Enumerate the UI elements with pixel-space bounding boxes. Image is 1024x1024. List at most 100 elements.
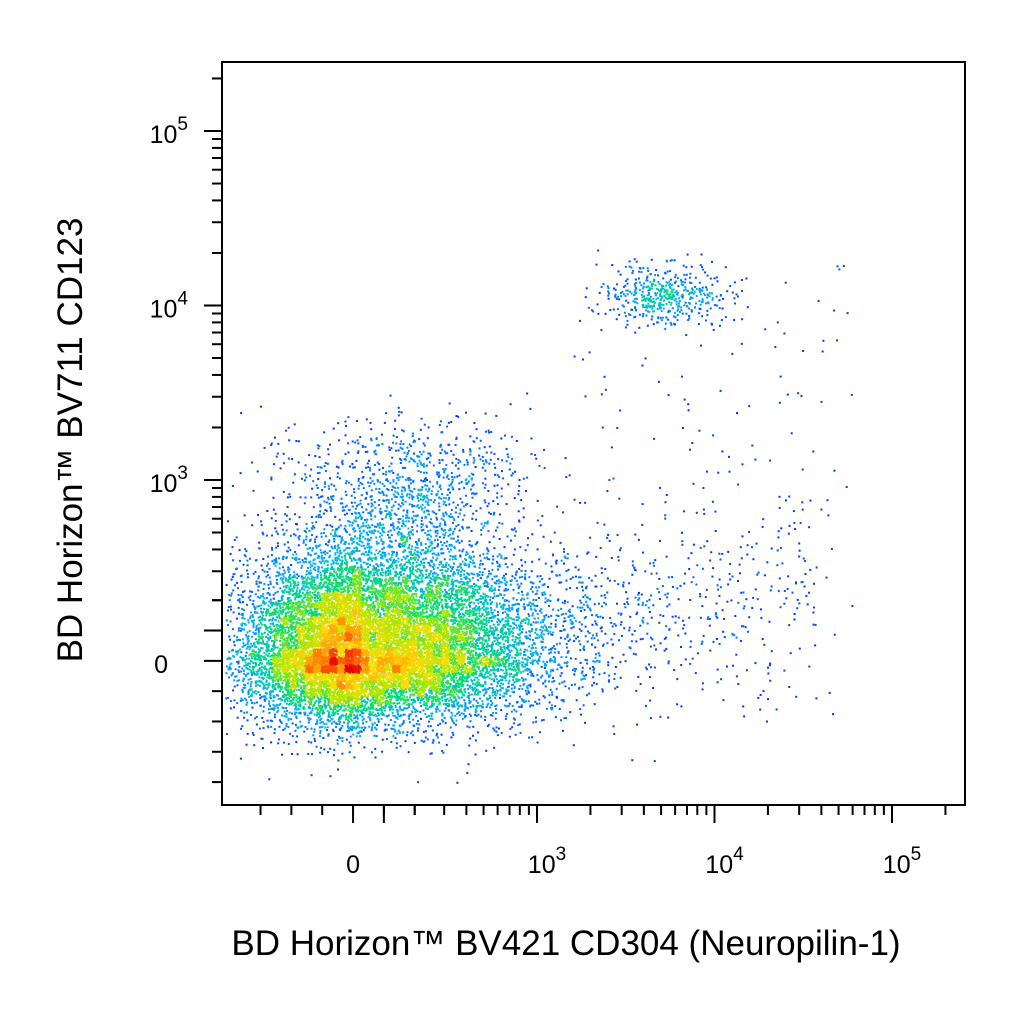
event-point [350, 725, 353, 728]
event-point [272, 622, 274, 625]
event-point [495, 580, 498, 582]
event-point [320, 696, 323, 699]
event-point [328, 580, 331, 583]
event-point [299, 650, 302, 653]
event-point [470, 664, 473, 667]
event-point [415, 561, 418, 564]
event-point [441, 685, 444, 688]
event-point [270, 741, 273, 744]
event-point [289, 732, 291, 735]
event-point [376, 603, 379, 606]
event-point [495, 689, 498, 692]
event-point [324, 553, 327, 556]
event-point [303, 601, 306, 604]
event-point [390, 741, 393, 743]
event-point [412, 627, 415, 630]
event-point [442, 645, 445, 647]
event-point [384, 635, 387, 638]
event-point [292, 644, 295, 647]
event-point [373, 587, 376, 590]
event-point [235, 653, 238, 656]
event-point [243, 711, 246, 714]
event-point [254, 682, 257, 685]
event-point [265, 534, 268, 537]
event-point [449, 659, 452, 662]
event-point [322, 683, 325, 686]
event-point [575, 699, 578, 702]
event-point [230, 594, 233, 597]
event-point [489, 706, 492, 709]
event-point [261, 642, 264, 645]
event-point [535, 720, 538, 723]
event-point [550, 565, 553, 568]
event-point [272, 634, 275, 637]
event-point [390, 626, 393, 629]
event-point [481, 637, 484, 640]
event-point [475, 705, 478, 708]
event-point [304, 686, 307, 689]
event-point [293, 641, 296, 644]
event-point [495, 643, 498, 646]
event-point [415, 655, 418, 658]
event-point [424, 557, 427, 560]
event-point [417, 672, 420, 675]
event-point [655, 572, 658, 575]
event-point [263, 655, 266, 658]
event-point [436, 614, 439, 617]
event-point [295, 688, 298, 691]
event-point [312, 666, 315, 669]
event-point [558, 708, 561, 710]
event-point [396, 627, 399, 630]
event-point [452, 696, 455, 699]
event-point [568, 687, 570, 690]
event-point [354, 565, 357, 568]
event-point [433, 576, 436, 579]
event-point [268, 612, 271, 615]
event-point [319, 751, 322, 754]
event-point [486, 675, 489, 678]
event-point [307, 576, 310, 579]
event-point [458, 689, 460, 692]
event-point [445, 681, 447, 684]
event-point [597, 652, 600, 655]
event-point [345, 682, 347, 685]
event-point [403, 606, 406, 609]
event-point [344, 689, 347, 692]
event-point [268, 712, 271, 714]
event-point [273, 704, 276, 707]
event-point [344, 702, 347, 704]
event-point [391, 686, 394, 689]
event-point [294, 551, 297, 553]
event-point [535, 592, 538, 595]
event-point [319, 704, 322, 707]
event-point [271, 631, 274, 634]
event-point [284, 629, 287, 631]
event-point [266, 510, 269, 512]
event-point [383, 612, 386, 615]
event-point [504, 639, 507, 642]
event-point [462, 581, 465, 584]
event-point [317, 696, 320, 699]
event-point [356, 726, 359, 729]
event-point [328, 645, 331, 648]
event-point [238, 679, 241, 682]
event-point [454, 699, 457, 702]
event-point [533, 617, 536, 620]
event-point [471, 559, 474, 562]
event-point [285, 688, 288, 691]
event-point [363, 568, 366, 571]
event-point [390, 540, 393, 543]
event-point [226, 657, 229, 660]
event-point [328, 550, 331, 553]
event-point [502, 605, 505, 608]
event-point [434, 580, 436, 583]
event-point [286, 598, 289, 601]
event-point [319, 597, 322, 600]
event-point [392, 581, 395, 584]
event-point [349, 718, 352, 721]
event-point [429, 717, 432, 720]
event-point [417, 647, 420, 650]
event-point [416, 720, 419, 723]
event-point [463, 591, 466, 594]
event-point [348, 751, 351, 754]
